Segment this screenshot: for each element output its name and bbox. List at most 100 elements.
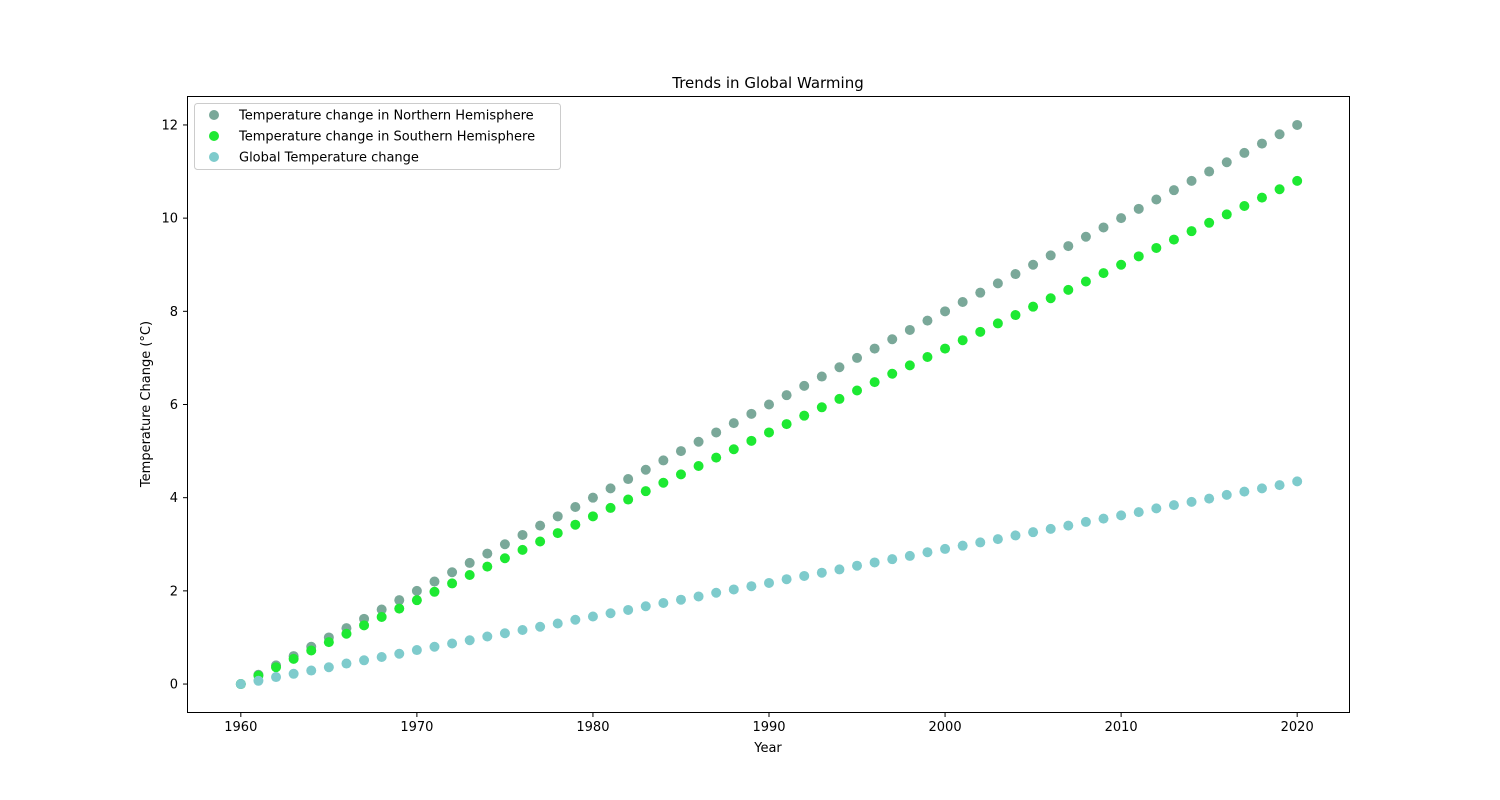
data-point bbox=[992, 534, 1003, 545]
data-point bbox=[658, 597, 669, 608]
y-tick-label: 12 bbox=[161, 118, 178, 133]
data-point bbox=[376, 652, 387, 663]
data-point bbox=[587, 492, 598, 503]
data-point bbox=[499, 553, 510, 564]
data-point bbox=[605, 502, 616, 513]
data-point bbox=[570, 614, 581, 625]
data-point bbox=[852, 352, 863, 363]
data-point bbox=[1080, 231, 1091, 242]
data-point bbox=[816, 402, 827, 413]
data-point bbox=[1098, 268, 1109, 279]
data-point bbox=[1239, 201, 1250, 212]
data-point bbox=[852, 385, 863, 396]
data-point bbox=[992, 318, 1003, 329]
data-point bbox=[728, 418, 739, 429]
data-point bbox=[992, 278, 1003, 289]
data-point bbox=[957, 540, 968, 551]
data-point bbox=[869, 343, 880, 354]
x-tick-label: 1960 bbox=[224, 720, 257, 735]
data-point bbox=[1221, 489, 1232, 500]
legend-label: Temperature change in Southern Hemispher… bbox=[238, 130, 535, 145]
data-point bbox=[429, 576, 440, 587]
data-point bbox=[306, 665, 317, 676]
data-point bbox=[799, 410, 810, 421]
data-point bbox=[411, 645, 422, 656]
data-point bbox=[1151, 194, 1162, 205]
data-point bbox=[869, 557, 880, 568]
data-point bbox=[1080, 276, 1091, 287]
legend-box bbox=[194, 103, 561, 170]
data-point bbox=[1010, 310, 1021, 321]
data-point bbox=[1256, 138, 1267, 149]
y-axis-label: Temperature Change (°C) bbox=[139, 321, 154, 488]
data-point bbox=[1186, 175, 1197, 186]
x-tick-label: 1970 bbox=[400, 720, 433, 735]
data-point bbox=[1274, 184, 1285, 195]
data-point bbox=[235, 679, 246, 690]
x-tick-label: 2010 bbox=[1105, 720, 1138, 735]
x-tick-label: 1980 bbox=[576, 720, 609, 735]
series-1-points bbox=[235, 119, 1303, 690]
data-point bbox=[1292, 175, 1303, 186]
data-point bbox=[517, 529, 528, 540]
data-point bbox=[746, 581, 757, 592]
data-point bbox=[429, 586, 440, 597]
data-point bbox=[429, 641, 440, 652]
data-point bbox=[1028, 259, 1039, 270]
legend-marker bbox=[209, 110, 219, 120]
legend-marker bbox=[209, 131, 219, 141]
data-point bbox=[922, 547, 933, 558]
data-point bbox=[253, 675, 264, 686]
data-point bbox=[975, 326, 986, 337]
data-point bbox=[605, 608, 616, 619]
data-points bbox=[235, 119, 1303, 690]
x-axis-ticks: 1960 1970 1980 1990 2000 2010 2020 bbox=[224, 712, 1314, 735]
data-point bbox=[975, 287, 986, 298]
data-point bbox=[746, 408, 757, 419]
data-point bbox=[904, 550, 915, 561]
data-point bbox=[623, 604, 634, 615]
data-point bbox=[764, 427, 774, 438]
data-point bbox=[728, 444, 739, 455]
data-point bbox=[711, 427, 722, 438]
data-point bbox=[1063, 284, 1074, 295]
data-point bbox=[1151, 242, 1162, 253]
plot-area-frame bbox=[187, 96, 1350, 713]
data-point bbox=[464, 635, 475, 646]
data-point bbox=[781, 574, 792, 585]
data-point bbox=[517, 625, 528, 635]
data-point bbox=[1186, 496, 1197, 507]
data-point bbox=[394, 648, 405, 659]
data-point bbox=[1204, 493, 1215, 504]
legend-label: Global Temperature change bbox=[239, 151, 419, 166]
data-point bbox=[640, 601, 651, 612]
data-point bbox=[1116, 213, 1127, 224]
data-point bbox=[834, 393, 845, 404]
data-point bbox=[499, 539, 510, 550]
data-point bbox=[1239, 486, 1250, 497]
data-point bbox=[1239, 147, 1250, 158]
data-point bbox=[1221, 209, 1232, 220]
data-point bbox=[482, 631, 493, 642]
data-point bbox=[975, 537, 986, 548]
data-point bbox=[658, 477, 669, 488]
data-point bbox=[605, 483, 616, 494]
data-point bbox=[570, 519, 581, 530]
data-point bbox=[1045, 250, 1056, 261]
data-point bbox=[1204, 166, 1215, 177]
data-point bbox=[675, 446, 686, 457]
data-point bbox=[764, 577, 774, 588]
data-point bbox=[1010, 269, 1021, 280]
y-tick-label: 8 bbox=[170, 305, 178, 320]
data-point bbox=[587, 511, 598, 522]
data-point bbox=[482, 548, 493, 559]
data-point bbox=[447, 567, 458, 578]
data-point bbox=[1274, 480, 1285, 491]
data-point bbox=[552, 511, 563, 522]
data-point bbox=[447, 638, 458, 649]
y-tick-label: 2 bbox=[170, 584, 178, 599]
data-point bbox=[711, 452, 722, 463]
data-point bbox=[834, 564, 845, 575]
data-point bbox=[1151, 503, 1162, 514]
x-axis-label: Year bbox=[753, 741, 782, 756]
